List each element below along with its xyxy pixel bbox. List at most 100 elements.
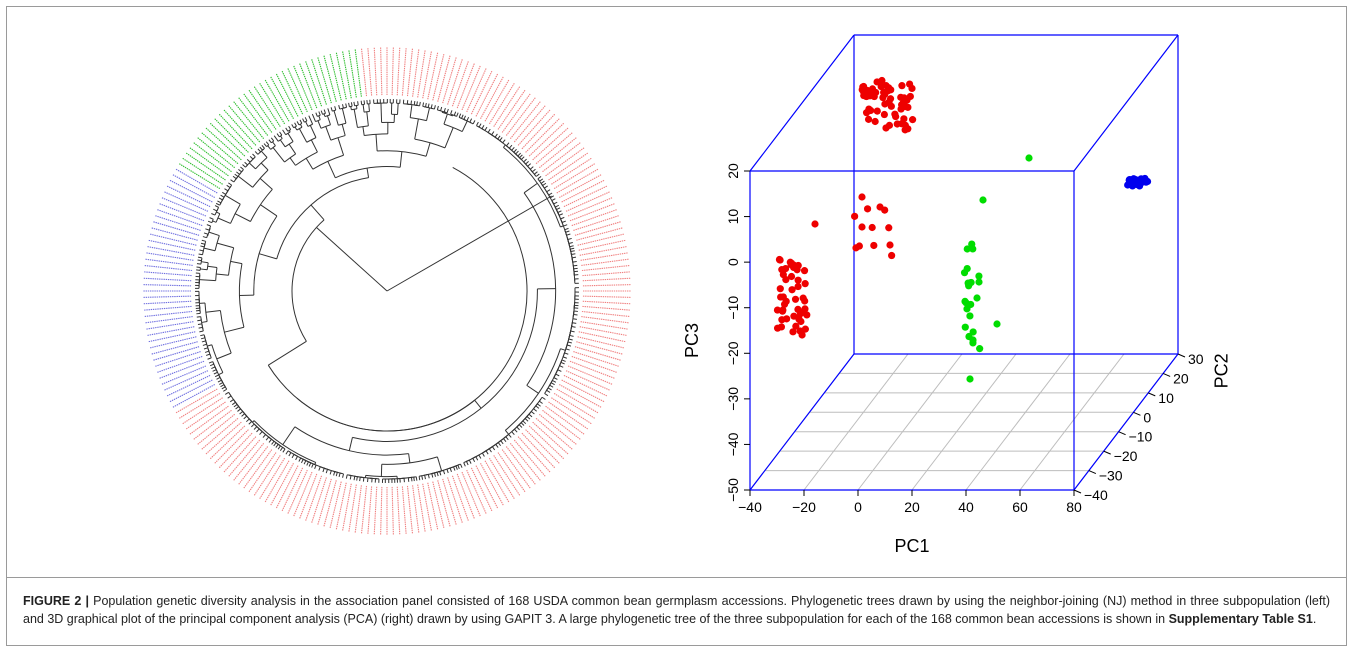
pca-point (885, 98, 893, 106)
pca-point (862, 109, 871, 117)
pca-point (776, 285, 784, 293)
tree-branch (314, 464, 317, 470)
pca-point (993, 320, 1001, 328)
pca-point (787, 259, 796, 267)
tree-branch (466, 117, 470, 122)
tip-label (432, 481, 445, 529)
tree-branch (222, 191, 226, 195)
tip-label (391, 47, 394, 96)
box-edge (749, 353, 855, 491)
tip-label (535, 132, 573, 165)
pca-point (1133, 176, 1141, 184)
tree-branch (519, 154, 523, 159)
tree-branch (265, 141, 270, 146)
tree-branch (320, 110, 324, 115)
tree-branch (216, 273, 229, 276)
tree-arc (332, 109, 336, 112)
tree-branch (368, 103, 370, 112)
z-tick-label: 0 (725, 258, 741, 266)
tree-branch (561, 220, 566, 223)
tree-branch (224, 326, 245, 333)
tip-label (380, 486, 383, 535)
pca-point (975, 272, 983, 280)
tree-branch (338, 105, 341, 110)
tip-label (335, 482, 347, 530)
pca-point (872, 88, 880, 97)
x-tick-label: 60 (1012, 499, 1028, 515)
tip-label (571, 355, 618, 373)
tree-branch (243, 415, 248, 420)
tree-arc (324, 114, 331, 118)
tree-branch (544, 185, 548, 189)
pca-point (782, 297, 790, 305)
tree-branch (260, 204, 278, 217)
tip-label (367, 47, 373, 96)
tree-branch (259, 146, 263, 151)
tree-branch (288, 125, 292, 130)
tip-label (461, 471, 481, 517)
tip-label (581, 264, 630, 272)
tip-label (209, 122, 246, 157)
pca-point (873, 78, 881, 86)
tip-label (293, 65, 313, 111)
tree-branch (571, 253, 576, 255)
x-tick-label: 0 (854, 499, 862, 515)
tree-branch (227, 395, 232, 399)
pca-point (965, 282, 973, 290)
tree-branch (294, 126, 298, 131)
y-tick-label: −30 (1099, 468, 1123, 484)
tree-branch (488, 448, 492, 453)
tip-label (565, 370, 611, 391)
tip-label (456, 473, 475, 519)
tree-branch (409, 104, 413, 118)
tip-label (553, 392, 596, 419)
caption-supplementary-link[interactable]: Supplementary Table S1 (1168, 612, 1313, 626)
tree-arc (239, 408, 267, 436)
tree-branch (570, 247, 575, 250)
tip-label (542, 142, 581, 173)
tip-label (175, 388, 218, 414)
tree-branch (337, 137, 345, 156)
tip-label (556, 168, 599, 194)
tip-label (432, 53, 445, 101)
tree-arc (487, 131, 522, 161)
tip-label (156, 355, 203, 373)
tip-label (281, 467, 304, 512)
tree-branch (254, 151, 259, 155)
box-edge (1073, 34, 1179, 172)
tree-branch (299, 123, 303, 128)
tip-label (264, 79, 290, 122)
tip-label (201, 132, 239, 165)
tree-branch (285, 450, 289, 455)
pca-point (979, 196, 987, 204)
tip-label (373, 486, 378, 535)
pca-point (1126, 176, 1135, 184)
tip-label (159, 203, 205, 222)
tree-branch (213, 371, 218, 375)
tip-label (573, 215, 620, 231)
tree-branch (567, 341, 572, 344)
tree-branch (287, 133, 294, 142)
tree-branch (206, 224, 211, 227)
tree-branch (503, 144, 506, 148)
tree-branch (463, 462, 466, 467)
tip-label (569, 360, 615, 379)
tree-branch (252, 153, 256, 158)
tree-branch (265, 436, 270, 441)
tree-branch (461, 114, 464, 119)
tip-label (437, 480, 451, 527)
tree-arc (228, 247, 235, 276)
tree-branch (202, 343, 207, 346)
tree-branch (547, 387, 552, 391)
z-tick-label: −40 (725, 432, 741, 456)
tree-branch (257, 148, 261, 153)
tip-label (143, 295, 192, 298)
tip-label (299, 473, 318, 519)
tip-label (287, 67, 308, 113)
tip-label (497, 89, 526, 130)
pca-point (880, 110, 888, 119)
tree-branch (499, 137, 503, 141)
tree-arc (322, 112, 326, 115)
tree-branch (535, 173, 540, 177)
tree-branch (268, 139, 272, 144)
